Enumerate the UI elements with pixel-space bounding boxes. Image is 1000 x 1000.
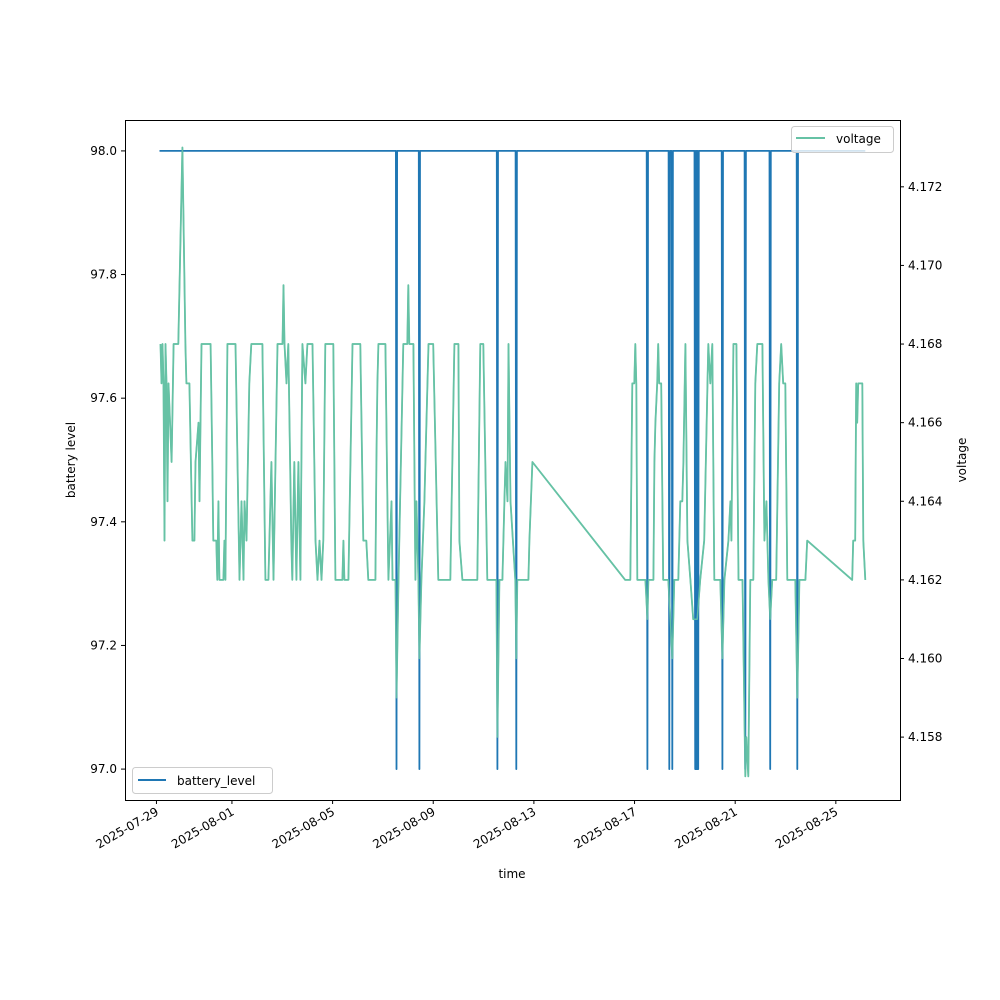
right-y-tick-label: 4.166	[908, 416, 942, 430]
right-y-tick-label: 4.168	[908, 337, 942, 351]
right-y-tick-label: 4.162	[908, 573, 942, 587]
left-y-axis-ticks: 97.0 97.2 97.4 97.6 97.8 98.0	[90, 144, 125, 776]
x-axis-label: time	[498, 867, 525, 881]
legend-battery-level: battery_level	[132, 767, 273, 794]
series-layer	[159, 146, 867, 778]
right-y-tick-label: 4.158	[908, 730, 942, 744]
left-y-tick-label: 97.0	[90, 762, 117, 776]
x-tick-label: 2025-08-05	[270, 804, 337, 851]
x-tick-label: 2025-07-29	[94, 804, 161, 851]
legend-battery-level-label: battery_level	[177, 774, 255, 788]
x-tick-label: 2025-08-09	[370, 804, 437, 851]
right-y-tick-label: 4.170	[908, 258, 942, 272]
left-y-axis-label: battery level	[64, 422, 78, 498]
battery-level-line	[159, 149, 866, 770]
right-y-tick-label: 4.164	[908, 494, 942, 508]
x-tick-label: 2025-08-25	[773, 804, 840, 851]
x-tick-label: 2025-08-21	[672, 804, 739, 851]
left-y-tick-label: 97.2	[90, 638, 117, 652]
voltage-line	[159, 146, 867, 778]
legend-voltage-label: voltage	[836, 132, 881, 146]
x-tick-label: 2025-08-13	[471, 804, 538, 851]
legend-voltage: voltage	[791, 126, 894, 153]
right-y-tick-label: 4.172	[908, 180, 942, 194]
left-y-tick-label: 97.4	[90, 515, 117, 529]
left-y-tick-label: 98.0	[90, 144, 117, 158]
right-y-axis-ticks: 4.158 4.160 4.162 4.164 4.166 4.168 4.170 4.172	[900, 180, 942, 744]
right-y-tick-label: 4.160	[908, 651, 942, 665]
x-axis-ticks: 2025-07-29 2025-08-01 2025-08-05 2025-08-09…	[94, 800, 840, 851]
x-tick-label: 2025-08-01	[169, 804, 236, 851]
left-y-tick-label: 97.8	[90, 268, 117, 282]
x-tick-label: 2025-08-17	[572, 804, 639, 851]
right-y-axis-label: voltage	[955, 438, 969, 483]
voltage-line-overlay	[159, 146, 867, 778]
left-y-tick-label: 97.6	[90, 391, 117, 405]
plot-frame	[125, 120, 901, 801]
